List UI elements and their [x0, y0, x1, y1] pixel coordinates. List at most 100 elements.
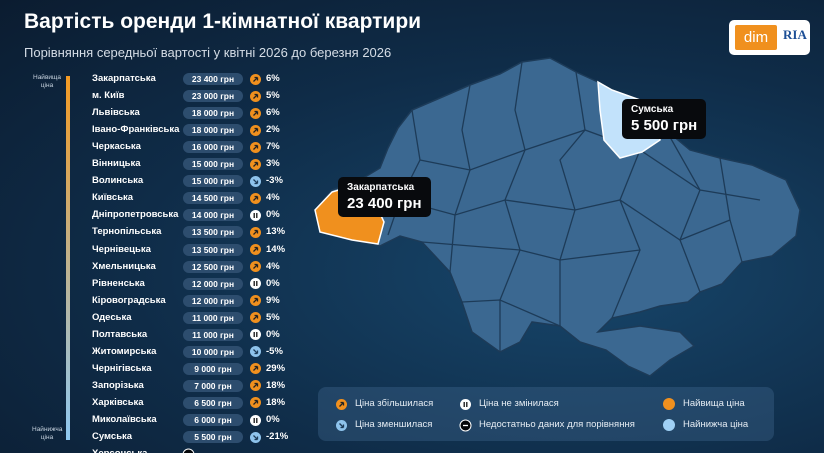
price: 7 000 грн [183, 379, 243, 392]
price: 12 000 грн [183, 294, 243, 307]
legend: Ціна збільшилася Ціна не змінилася Найвища… [318, 387, 774, 441]
region-name: Сумська [92, 431, 133, 443]
callout-region: Закарпатська [347, 182, 415, 193]
subtitle: Порівняння середньої вартості у квітні 2… [24, 45, 392, 60]
region-name: Тернопільська [92, 226, 162, 238]
price: 18 000 грн [183, 107, 243, 120]
icon [663, 398, 675, 410]
row: Львівська 18 000 грн 6% [92, 106, 312, 120]
icon-glyph [252, 434, 258, 440]
icon-glyph [252, 383, 258, 389]
icon [182, 448, 194, 453]
title: Вартість оренди 1-кімнатної квартири [24, 10, 422, 33]
price: 15 000 грн [183, 158, 243, 171]
row: Дніпропетровська 14 000 грн 0% [92, 208, 312, 222]
region-name: Дніпропетровська [92, 209, 179, 221]
region-name: Черкаська [92, 141, 141, 153]
logo: dim RIA [729, 20, 810, 55]
price: 13 500 грн [183, 226, 243, 239]
icon-glyph [252, 247, 258, 252]
change: 2% [266, 124, 280, 136]
price: 18 000 грн [183, 124, 243, 137]
legend-text: Ціна збільшилася [355, 398, 434, 409]
change: 4% [266, 192, 280, 204]
icon [249, 226, 261, 238]
icon-glyph [252, 76, 258, 82]
scale-bottom: Найнижча ціна [32, 426, 63, 441]
row: м. Київ 23 000 грн 5% [92, 89, 312, 103]
row: Сумська 5 500 грн -21% [92, 430, 312, 444]
region-name: Львівська [92, 107, 140, 119]
icon-glyph [252, 110, 258, 116]
icon [249, 397, 261, 409]
icon-glyph [252, 195, 258, 201]
callout: Сумська 5 500 грн [622, 99, 707, 139]
icon [249, 107, 261, 119]
change: -21% [266, 431, 289, 443]
icon [249, 124, 261, 136]
change: 7% [266, 141, 280, 153]
icon [249, 363, 261, 375]
icon-circle [663, 419, 675, 431]
icon-glyph [252, 229, 258, 235]
row: Тернопільська 13 500 грн 13% [92, 225, 312, 239]
change: 9% [266, 294, 280, 306]
icon [249, 295, 261, 307]
region-name: Хмельницька [92, 260, 156, 272]
legend-text: Ціна не змінилася [479, 398, 559, 409]
icon-circle [459, 398, 471, 410]
region-name: Закарпатська [92, 73, 156, 84]
icon [459, 398, 471, 410]
price: 6 500 грн [183, 396, 243, 409]
price: 5 500 грн [183, 431, 243, 444]
icon [249, 73, 261, 85]
change: 0% [266, 209, 280, 221]
icon [459, 419, 471, 431]
scale-bar [66, 76, 70, 440]
change: 0% [266, 277, 280, 289]
region-name: Херсонська [92, 448, 147, 453]
change: 4% [266, 260, 280, 272]
region-name: Чернігівська [92, 362, 152, 374]
change: 18% [266, 379, 286, 391]
price: 12 000 грн [183, 277, 243, 290]
ukraine [314, 57, 801, 377]
icon-circle [249, 209, 261, 221]
region-name: Миколаївська [92, 414, 157, 425]
change: 6% [266, 107, 280, 119]
change: 5% [266, 311, 280, 323]
region-name: Одеська [92, 311, 132, 323]
row: Чернігівська 9 000 грн 29% [92, 362, 312, 376]
row: Рівненська 12 000 грн 0% [92, 277, 312, 291]
region-name: Рівненська [92, 277, 145, 289]
icon [249, 261, 261, 273]
row: Закарпатська 23 400 грн 6% [92, 72, 312, 86]
change: 18% [266, 396, 286, 408]
callout-region: Сумська [631, 104, 674, 115]
region-name: Івано-Франківська [92, 124, 180, 136]
price: 16 000 грн [183, 141, 243, 154]
icon-glyph [252, 93, 258, 99]
change: 5% [266, 90, 280, 102]
legend-text: Найнижча ціна [683, 419, 749, 430]
icon-glyph [252, 315, 258, 321]
icon-glyph [252, 400, 258, 406]
change: 13% [266, 226, 286, 238]
region-name: Київська [92, 192, 134, 204]
row: Житомирська 10 000 грн -5% [92, 345, 312, 359]
icon-circle [249, 414, 261, 426]
row: Івано-Франківська 18 000 грн 2% [92, 123, 312, 137]
icon-circle [663, 398, 675, 410]
icon [249, 158, 261, 170]
icon [335, 398, 347, 410]
icon-glyph [252, 178, 258, 184]
price: 13 500 грн [183, 243, 243, 256]
icon [249, 90, 261, 102]
price: 12 500 грн [183, 260, 243, 273]
logo-right: RIA [783, 27, 807, 42]
region-name: Кіровоградська [92, 294, 166, 306]
icon-glyph [252, 127, 258, 133]
row: Кіровоградська 12 000 грн 9% [92, 294, 312, 308]
callout: Закарпатська 23 400 грн [338, 177, 431, 217]
icon-glyph [252, 264, 258, 270]
